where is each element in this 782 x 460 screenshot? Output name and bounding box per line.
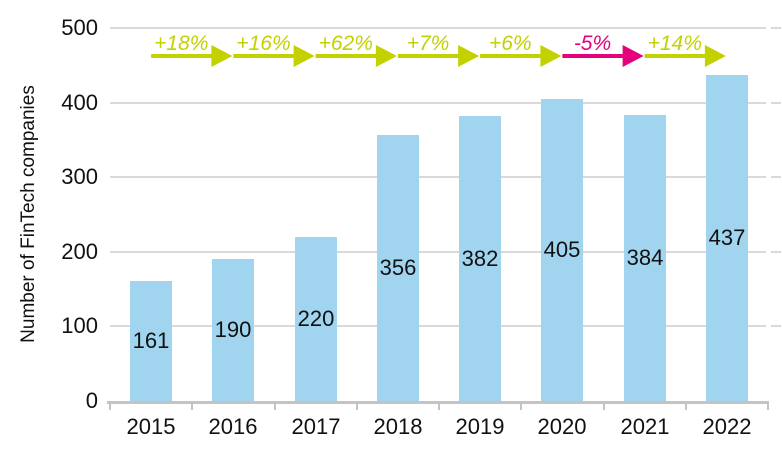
x-tick-label: 2021 — [620, 414, 670, 439]
y-tick-label: 500 — [61, 15, 98, 40]
x-tick-label: 2022 — [702, 414, 752, 439]
gridline — [110, 176, 766, 178]
x-axis-tick — [685, 403, 687, 410]
x-axis-tick — [109, 403, 111, 410]
gridline — [110, 102, 766, 104]
y-tick-label: 100 — [61, 313, 98, 338]
bar: 384 — [624, 115, 666, 401]
bar: 356 — [377, 135, 419, 401]
growth-arrow-label: +14% — [648, 32, 702, 55]
growth-arrow-head — [211, 45, 233, 67]
y-axis-title: Number of FinTech companies — [18, 85, 39, 343]
bar-value-label: 405 — [543, 237, 581, 262]
x-axis-tick — [603, 403, 605, 410]
bar-value-label: 220 — [297, 306, 335, 331]
x-axis-tick — [356, 403, 358, 410]
x-axis-tick — [191, 403, 193, 410]
gridline-edge-dash — [771, 27, 781, 29]
growth-arrow-label: -5% — [574, 32, 611, 55]
growth-arrow-head — [540, 45, 562, 67]
growth-arrow-label: +18% — [154, 32, 208, 55]
bar: 220 — [295, 237, 337, 401]
growth-arrow-head — [293, 45, 315, 67]
x-tick-label: 2017 — [291, 414, 341, 439]
bar-value-label: 161 — [132, 328, 170, 353]
y-tick-label: 0 — [85, 388, 98, 413]
bar: 382 — [459, 116, 501, 401]
x-axis-tick — [520, 403, 522, 410]
gridline — [110, 325, 766, 327]
growth-arrow-head — [622, 45, 644, 67]
growth-arrow-head — [458, 45, 480, 67]
growth-arrow-head — [704, 45, 726, 67]
growth-arrow-label: +62% — [319, 32, 373, 55]
bar: 437 — [706, 75, 748, 401]
growth-arrow-label: +6% — [489, 32, 532, 55]
gridline-edge-dash — [771, 176, 781, 178]
y-tick-label: 400 — [61, 90, 98, 115]
bar-value-label: 382 — [461, 245, 499, 271]
x-tick-label: 2018 — [373, 414, 423, 439]
y-tick-label: 300 — [61, 164, 98, 189]
gridline — [110, 27, 766, 29]
growth-arrow-label: +16% — [236, 32, 290, 55]
growth-arrow-head — [375, 45, 397, 67]
x-tick-label: 2020 — [537, 414, 587, 439]
x-axis-tick — [767, 403, 769, 410]
bar: 190 — [212, 259, 254, 401]
gridline-edge-dash — [771, 251, 781, 253]
gridline-edge-dash — [771, 325, 781, 327]
gridline — [110, 251, 766, 253]
x-axis-tick — [438, 403, 440, 410]
bar-value-label: 356 — [379, 255, 417, 280]
bar-value-label: 190 — [214, 317, 252, 342]
x-axis-tick — [274, 403, 276, 410]
bar-value-label: 384 — [626, 245, 664, 270]
gridline-edge-dash — [771, 102, 781, 104]
bar-value-label: 437 — [708, 225, 746, 250]
x-tick-label: 2016 — [208, 414, 258, 439]
bar: 161 — [130, 281, 172, 401]
x-axis-line — [107, 401, 769, 404]
growth-arrow-label: +7% — [407, 32, 450, 55]
x-tick-label: 2015 — [126, 414, 176, 439]
bar: 405 — [541, 99, 583, 401]
x-tick-label: 2019 — [455, 414, 505, 439]
y-tick-label: 200 — [61, 239, 98, 264]
